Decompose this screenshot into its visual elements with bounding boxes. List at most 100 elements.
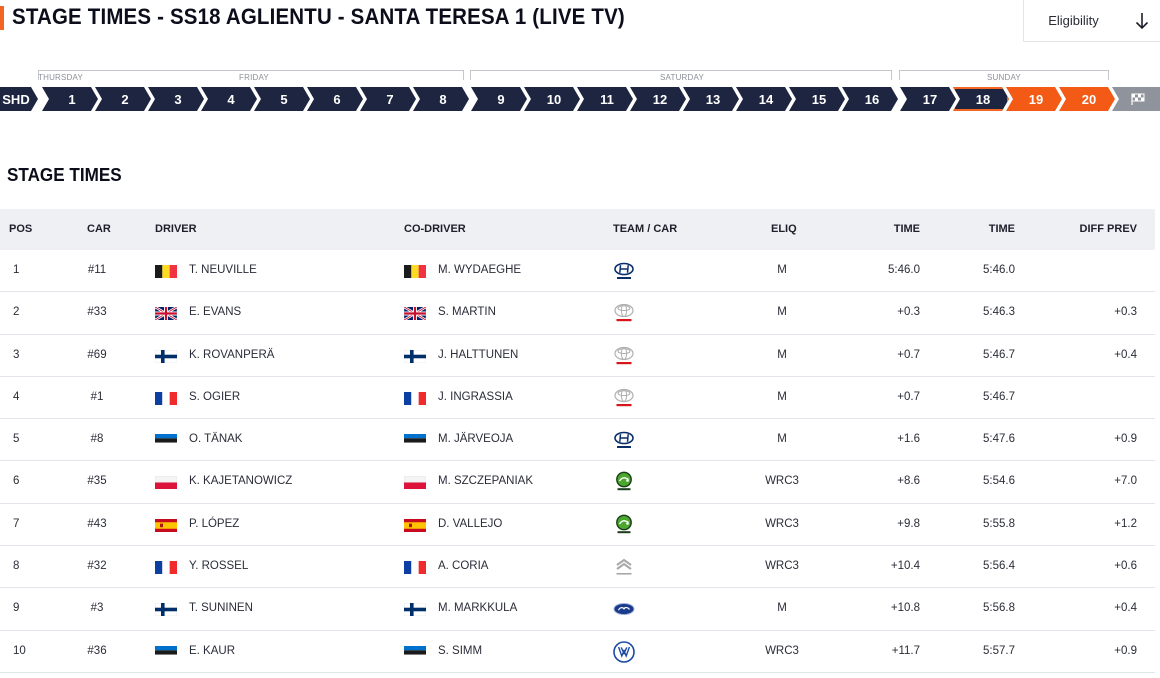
header-eliq[interactable]: ELIQ bbox=[771, 223, 797, 235]
stage-time-cell: +9.8 bbox=[897, 517, 920, 530]
codriver-flag-icon bbox=[404, 476, 426, 490]
stage-chip-12[interactable]: 12 bbox=[630, 87, 686, 111]
header-stage-time[interactable]: TIME bbox=[893, 223, 920, 235]
header-driver[interactable]: DRIVER bbox=[155, 223, 197, 235]
table-row[interactable]: 9 #3 T. SUNINEN M. MARKKULA M +10.8 5:56… bbox=[0, 588, 1155, 631]
stage-chip-9[interactable]: 9 bbox=[471, 87, 527, 111]
driver-name-link[interactable]: T. NEUVILLE bbox=[189, 264, 257, 276]
table-row[interactable]: 1 #11 T. NEUVILLE M. WYDAEGHE M 5:46.0 5… bbox=[0, 250, 1155, 293]
driver-flag-icon bbox=[155, 265, 177, 278]
codriver-flag-icon bbox=[404, 391, 426, 405]
arrow-down-icon[interactable] bbox=[1123, 0, 1160, 42]
stage-chip-16[interactable]: 16 bbox=[842, 87, 898, 111]
total-time-cell: 5:46.3 bbox=[983, 306, 1015, 319]
driver-flag-icon bbox=[155, 518, 177, 532]
stage-chip-18[interactable]: 18 bbox=[953, 87, 1009, 111]
header-car[interactable]: CAR bbox=[87, 223, 111, 235]
codriver-name-link[interactable]: M. WYDAEGHE bbox=[438, 264, 522, 276]
driver-name-link[interactable]: S. OGIER bbox=[189, 390, 241, 403]
codriver-name-link[interactable]: M. MARKKULA bbox=[438, 602, 518, 615]
codriver-name-link[interactable]: J. INGRASSIA bbox=[438, 390, 513, 403]
codriver-name-link[interactable]: S. SIMM bbox=[438, 644, 483, 657]
table-row[interactable]: 10 #36 E. KAUR S. SIMM WRC3 +11.7 5:57.7… bbox=[0, 631, 1155, 673]
stage-chip-13[interactable]: 13 bbox=[683, 87, 739, 111]
header-team-car[interactable]: TEAM / CAR bbox=[613, 223, 678, 235]
stage-chip-2[interactable]: 2 bbox=[95, 87, 151, 111]
stage-chip-6[interactable]: 6 bbox=[307, 87, 363, 111]
toyota-logo bbox=[613, 345, 635, 367]
stage-chip-11[interactable]: 11 bbox=[577, 87, 633, 111]
table-row[interactable]: 6 #35 K. KAJETANOWICZ M. SZCZEPANIAK WRC… bbox=[0, 461, 1155, 504]
header-diff-prev[interactable]: DIFF PREV bbox=[1079, 223, 1137, 235]
driver-name-link[interactable]: E. EVANS bbox=[189, 306, 242, 319]
hyundai-logo bbox=[613, 429, 635, 451]
stage-chip-finish[interactable] bbox=[1112, 87, 1160, 111]
driver-name-link[interactable]: O. TÄNAK bbox=[189, 433, 243, 446]
stage-chip-3[interactable]: 3 bbox=[148, 87, 204, 111]
stage-chip-20[interactable]: 20 bbox=[1059, 87, 1115, 111]
stage-chip-label: 11 bbox=[600, 91, 614, 107]
stage-chip-5[interactable]: 5 bbox=[254, 87, 310, 111]
stage-chip-7[interactable]: 7 bbox=[360, 87, 416, 111]
stage-time-cell: +0.7 bbox=[897, 390, 920, 403]
codriver-flag-icon bbox=[404, 645, 426, 659]
stage-chip-shakedown[interactable]: SHD bbox=[0, 87, 38, 111]
driver-flag-icon bbox=[155, 603, 177, 617]
stage-chip-label: 8 bbox=[439, 91, 447, 107]
stage-chip-label: 3 bbox=[174, 91, 182, 107]
car-number-cell: #11 bbox=[87, 264, 107, 276]
stage-chip-label: 9 bbox=[497, 91, 505, 107]
header-codriver[interactable]: CO-DRIVER bbox=[404, 223, 466, 235]
table-row[interactable]: 8 #32 Y. ROSSEL A. CORIA WRC3 +10.4 5:56… bbox=[0, 546, 1155, 589]
codriver-name-link[interactable]: M. SZCZEPANIAK bbox=[438, 475, 533, 488]
table-row[interactable]: 4 #1 S. OGIER J. INGRASSIA M +0.7 5:46.7 bbox=[0, 377, 1155, 420]
day-bracket bbox=[899, 70, 1109, 80]
driver-flag-icon bbox=[155, 476, 177, 490]
driver-name-link[interactable]: T. SUNINEN bbox=[189, 602, 253, 615]
total-time-cell: 5:46.7 bbox=[983, 348, 1015, 361]
driver-name-link[interactable]: K. ROVANPERÄ bbox=[189, 348, 275, 361]
diff-prev-cell: +0.9 bbox=[1114, 433, 1137, 446]
driver-name-link[interactable]: E. KAUR bbox=[189, 644, 236, 657]
driver-name-link[interactable]: Y. ROSSEL bbox=[189, 560, 249, 573]
codriver-name-link[interactable]: A. CORIA bbox=[438, 560, 489, 573]
codriver-flag-icon bbox=[404, 265, 426, 278]
stage-chip-15[interactable]: 15 bbox=[789, 87, 845, 111]
stage-time-cell: +8.6 bbox=[897, 475, 920, 488]
eligibility-dropdown[interactable]: Eligibility bbox=[1023, 0, 1123, 42]
stage-chip-19[interactable]: 19 bbox=[1006, 87, 1062, 111]
day-label: SATURDAY bbox=[660, 73, 704, 82]
stage-chip-label: 6 bbox=[333, 91, 341, 107]
driver-flag-icon bbox=[155, 307, 177, 321]
stage-chip-8[interactable]: 8 bbox=[413, 87, 469, 111]
stage-chip-1[interactable]: 1 bbox=[42, 87, 98, 111]
eliq-cell: M bbox=[777, 433, 787, 446]
eliq-cell: M bbox=[777, 602, 787, 615]
stage-chip-10[interactable]: 10 bbox=[524, 87, 580, 111]
stage-chip-17[interactable]: 17 bbox=[900, 87, 956, 111]
total-time-cell: 5:56.8 bbox=[983, 602, 1015, 615]
codriver-name-link[interactable]: D. VALLEJO bbox=[438, 517, 503, 530]
position-cell: 3 bbox=[13, 348, 20, 361]
car-number-cell: #1 bbox=[90, 390, 104, 403]
table-row[interactable]: 2 #33 E. EVANS S. MARTIN M +0.3 5:46.3 +… bbox=[0, 292, 1155, 335]
header-total-time[interactable]: TIME bbox=[988, 223, 1015, 235]
stage-chip-label: 19 bbox=[1028, 91, 1044, 107]
stage-chip-14[interactable]: 14 bbox=[736, 87, 792, 111]
eliq-cell: M bbox=[777, 306, 787, 319]
codriver-name-link[interactable]: S. MARTIN bbox=[438, 306, 496, 319]
table-row[interactable]: 7 #43 P. LÓPEZ D. VALLEJO WRC3 +9.8 5:55… bbox=[0, 504, 1155, 547]
car-number-cell: #43 bbox=[87, 517, 107, 530]
stage-chip-label: 2 bbox=[121, 91, 129, 107]
stage-chip-4[interactable]: 4 bbox=[201, 87, 257, 111]
header-pos[interactable]: POS bbox=[9, 223, 33, 235]
codriver-name-link[interactable]: J. HALTTUNEN bbox=[438, 348, 519, 361]
total-time-cell: 5:46.0 bbox=[983, 264, 1015, 276]
driver-name-link[interactable]: P. LÓPEZ bbox=[189, 517, 240, 530]
codriver-flag-icon bbox=[404, 307, 426, 321]
codriver-name-link[interactable]: M. JÄRVEOJA bbox=[438, 433, 514, 446]
table-row[interactable]: 3 #69 K. ROVANPERÄ J. HALTTUNEN M +0.7 5… bbox=[0, 335, 1155, 377]
stage-time-cell: +10.4 bbox=[890, 560, 920, 573]
driver-name-link[interactable]: K. KAJETANOWICZ bbox=[189, 475, 293, 488]
table-row[interactable]: 5 #8 O. TÄNAK M. JÄRVEOJA M +1.6 5:47.6 … bbox=[0, 419, 1155, 462]
